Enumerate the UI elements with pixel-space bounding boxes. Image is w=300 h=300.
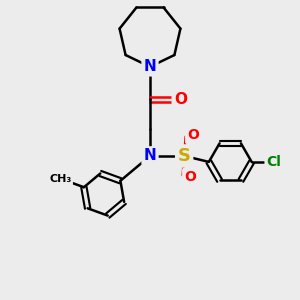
Text: O: O (184, 170, 196, 184)
Text: Cl: Cl (266, 155, 281, 169)
Text: N: N (144, 59, 156, 74)
Text: CH₃: CH₃ (49, 174, 71, 184)
Text: O: O (174, 92, 187, 107)
Text: O: O (187, 128, 199, 142)
Text: S: S (178, 147, 191, 165)
Text: N: N (144, 148, 156, 164)
